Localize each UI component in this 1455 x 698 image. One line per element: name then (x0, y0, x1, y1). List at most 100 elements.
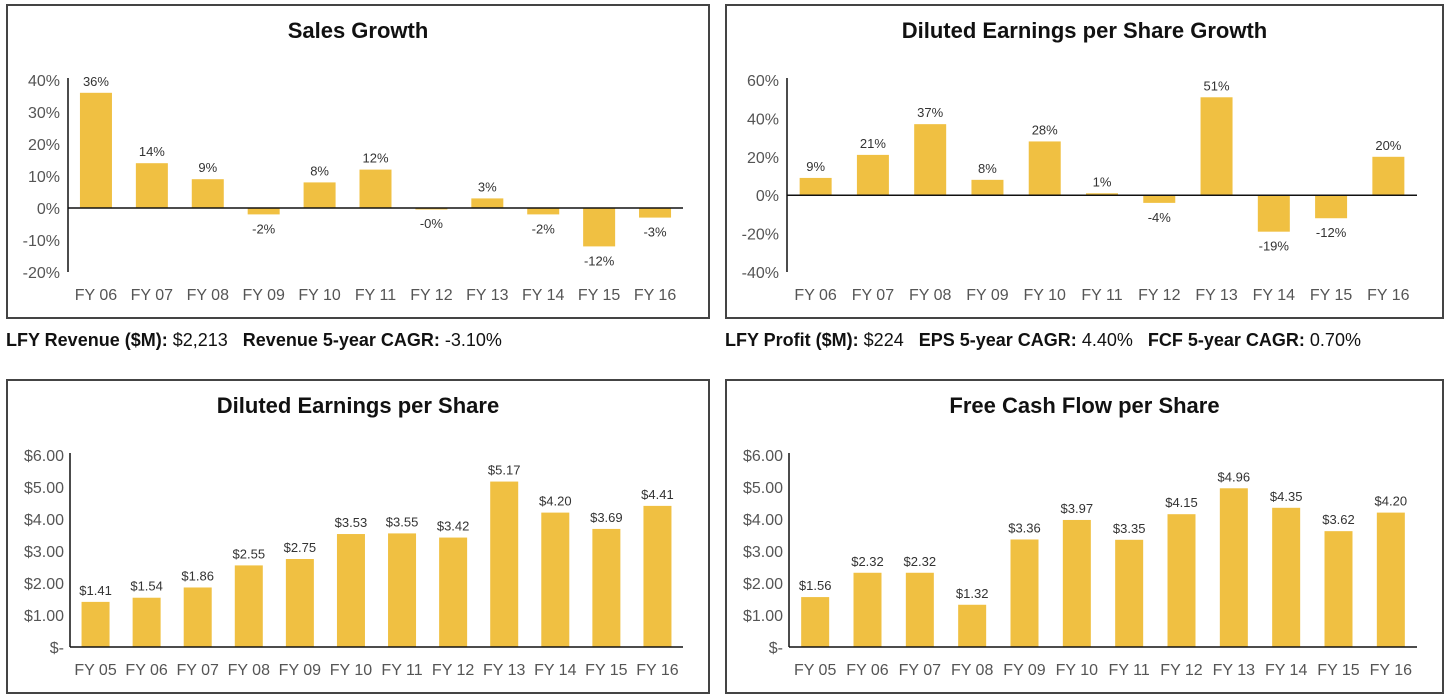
x-tick-label: FY 06 (125, 662, 168, 679)
diluted-eps-chart: Diluted Earnings per Share $6.00 $5.00 $4.0… (24, 393, 683, 679)
data-label: -2% (532, 221, 556, 236)
diluted-eps-panel: Diluted Earnings per Share $6.00 $5.00 $4.0… (6, 379, 710, 694)
data-label: 20% (1375, 138, 1401, 153)
revenue-cagr-label: Revenue 5-year CAGR: (242, 330, 440, 350)
bar (971, 179, 1004, 196)
bar (799, 177, 832, 196)
data-label: 21% (860, 136, 886, 151)
lfy-revenue-value: $2,213 (172, 330, 228, 350)
data-label: $2.32 (904, 554, 937, 569)
data-label: -0% (420, 216, 444, 231)
bar (905, 572, 934, 647)
revenue-cagr-value: -3.10% (444, 330, 502, 350)
data-label: 37% (917, 105, 943, 120)
x-tick-label: FY 06 (794, 287, 837, 304)
bar (643, 505, 672, 647)
data-label: 14% (139, 144, 165, 159)
x-tick-label: FY 07 (852, 287, 895, 304)
bar (527, 208, 560, 215)
data-label: 8% (978, 161, 997, 176)
y-tick-label: $1.00 (24, 608, 64, 625)
bar (853, 572, 882, 647)
bar (1376, 512, 1405, 647)
bar (1115, 539, 1144, 647)
data-label: -12% (1316, 225, 1347, 240)
x-tick-label: FY 05 (74, 662, 117, 679)
x-tick-label: FY 09 (1003, 662, 1046, 679)
bar (79, 92, 112, 208)
y-tick-label: 20% (28, 137, 60, 154)
bar (81, 601, 110, 647)
chart-title: Diluted Earnings per Share Growth (902, 18, 1268, 43)
lfy-profit-value: $224 (863, 330, 904, 350)
x-tick-label: FY 12 (1138, 287, 1181, 304)
x-tick-label: FY 14 (1253, 287, 1296, 304)
y-tick-label: $6.00 (24, 448, 64, 465)
bar (490, 481, 519, 647)
x-tick-label: FY 08 (228, 662, 271, 679)
data-label: $2.75 (284, 540, 317, 555)
x-tick-label: FY 11 (1081, 287, 1122, 304)
data-label: $3.35 (1113, 521, 1146, 536)
y-tick-label: $2.00 (24, 576, 64, 593)
x-tick-label: FY 09 (966, 287, 1009, 304)
bar (1200, 97, 1233, 196)
bar (132, 597, 161, 647)
y-tick-label: $2.00 (743, 576, 783, 593)
bar (1143, 195, 1176, 203)
y-tick-label: $3.00 (743, 544, 783, 561)
lfy-profit-label: LFY Profit ($M): (725, 330, 859, 350)
y-tick-label: $5.00 (24, 480, 64, 497)
y-tick-label: -20% (23, 265, 60, 282)
data-label: $2.55 (233, 546, 266, 561)
data-label: $1.54 (130, 579, 163, 594)
bar (1372, 156, 1405, 196)
x-tick-label: FY 07 (177, 662, 220, 679)
y-tick-label: -10% (23, 233, 60, 250)
x-tick-label: FY 13 (1213, 662, 1256, 679)
bar (183, 587, 212, 647)
bar (247, 208, 280, 215)
x-tick-label: FY 16 (1367, 287, 1410, 304)
bar (135, 163, 168, 208)
x-tick-label: FY 06 (75, 287, 118, 304)
bar (1028, 141, 1061, 196)
data-label: 36% (83, 74, 109, 89)
profit-stats: LFY Profit ($M): $224 EPS 5-year CAGR: 4… (725, 330, 1361, 351)
data-label: 9% (806, 159, 825, 174)
y-tick-label: -40% (742, 265, 779, 282)
x-tick-label: FY 10 (1056, 662, 1099, 679)
y-tick-label: 0% (756, 188, 779, 205)
data-label: $4.20 (1375, 494, 1408, 509)
y-tick-label: $- (50, 640, 64, 657)
bar (439, 537, 468, 647)
y-tick-label: $- (769, 640, 783, 657)
y-tick-label: 60% (747, 73, 779, 90)
data-label: $3.97 (1061, 501, 1094, 516)
data-label: $1.86 (181, 568, 214, 583)
x-tick-label: FY 10 (298, 287, 341, 304)
x-tick-label: FY 12 (432, 662, 475, 679)
data-label: $5.17 (488, 463, 521, 478)
eps-growth-panel: Diluted Earnings per Share Growth 60% 40% 2… (725, 4, 1444, 319)
fcf-cagr-label: FCF 5-year CAGR: (1147, 330, 1305, 350)
bar (1257, 195, 1290, 232)
data-label: $3.53 (335, 515, 368, 530)
bar (471, 198, 504, 208)
data-label: 8% (310, 163, 329, 178)
data-label: $3.42 (437, 519, 470, 534)
y-tick-label: 0% (37, 201, 60, 218)
y-tick-label: $1.00 (743, 608, 783, 625)
x-tick-label: FY 11 (355, 287, 396, 304)
x-tick-label: FY 12 (1160, 662, 1203, 679)
y-tick-label: $6.00 (743, 448, 783, 465)
x-tick-label: FY 10 (1024, 287, 1067, 304)
x-tick-label: FY 15 (585, 662, 628, 679)
fcf-cagr-value: 0.70% (1309, 330, 1361, 350)
lfy-revenue-label: LFY Revenue ($M): (6, 330, 168, 350)
bar (191, 179, 224, 208)
bar (856, 154, 889, 196)
y-tick-label: $3.00 (24, 544, 64, 561)
x-tick-label: FY 13 (483, 662, 526, 679)
x-tick-label: FY 14 (1265, 662, 1308, 679)
